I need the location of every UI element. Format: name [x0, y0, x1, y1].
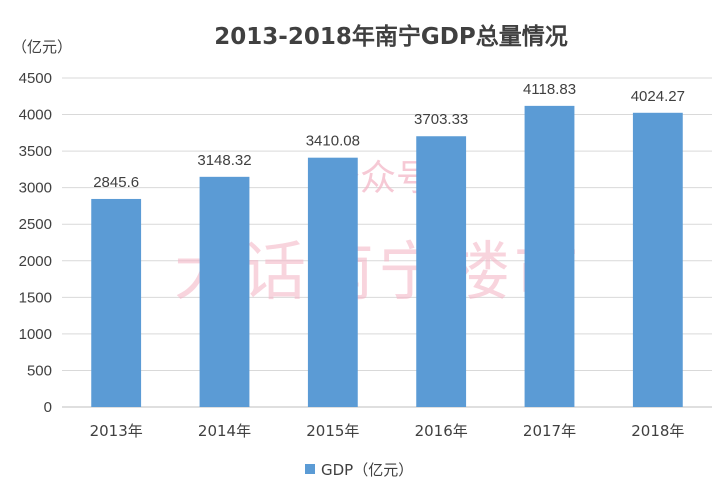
x-tick-label: 2017年	[523, 422, 576, 440]
y-tick-label: 2500	[19, 216, 52, 233]
chart-title: 2013-2018年南宁GDP总量情况	[214, 23, 567, 50]
data-labels: 2845.6 3148.32 3410.08 3703.33 4118.83 4024.2…	[93, 81, 685, 191]
bars	[91, 105, 683, 407]
bar	[91, 198, 142, 407]
legend: GDP（亿元）	[305, 461, 413, 479]
bar	[524, 105, 575, 407]
x-tick-label: 2018年	[631, 422, 684, 440]
y-tick-label: 3500	[19, 143, 52, 160]
x-tick-label: 2016年	[415, 422, 468, 440]
y-tick-label: 0	[44, 399, 52, 416]
data-label: 3703.33	[414, 111, 468, 128]
x-tick-label: 2013年	[90, 422, 143, 440]
legend-label: GDP（亿元）	[321, 461, 413, 479]
bar	[632, 112, 683, 407]
data-label: 4024.27	[631, 88, 685, 105]
x-axis-ticks: 2013年 2014年 2015年 2016年 2017年 2018年	[90, 422, 685, 440]
y-tick-label: 3000	[19, 180, 52, 197]
x-tick-label: 2014年	[198, 422, 251, 440]
data-label: 4118.83	[523, 81, 576, 98]
y-axis-unit-label: （亿元）	[12, 38, 72, 56]
data-label: 2845.6	[93, 174, 139, 191]
gridlines	[62, 77, 712, 408]
bar	[199, 176, 250, 407]
data-label: 3148.32	[197, 152, 251, 169]
y-tick-label: 4500	[19, 70, 52, 87]
y-tick-label: 1000	[19, 326, 52, 343]
x-tick-label: 2015年	[306, 422, 359, 440]
y-tick-label: 4000	[19, 107, 52, 124]
y-axis-ticks: 0 500 1000 1500 2000 2500 3000 3500 4000 4500	[19, 70, 52, 416]
data-label: 3410.08	[306, 133, 360, 150]
y-tick-label: 2000	[19, 253, 52, 270]
legend-swatch	[305, 464, 315, 474]
bar	[416, 136, 467, 407]
y-tick-label: 1500	[19, 289, 52, 306]
y-tick-label: 500	[27, 362, 52, 379]
bar	[307, 157, 358, 407]
